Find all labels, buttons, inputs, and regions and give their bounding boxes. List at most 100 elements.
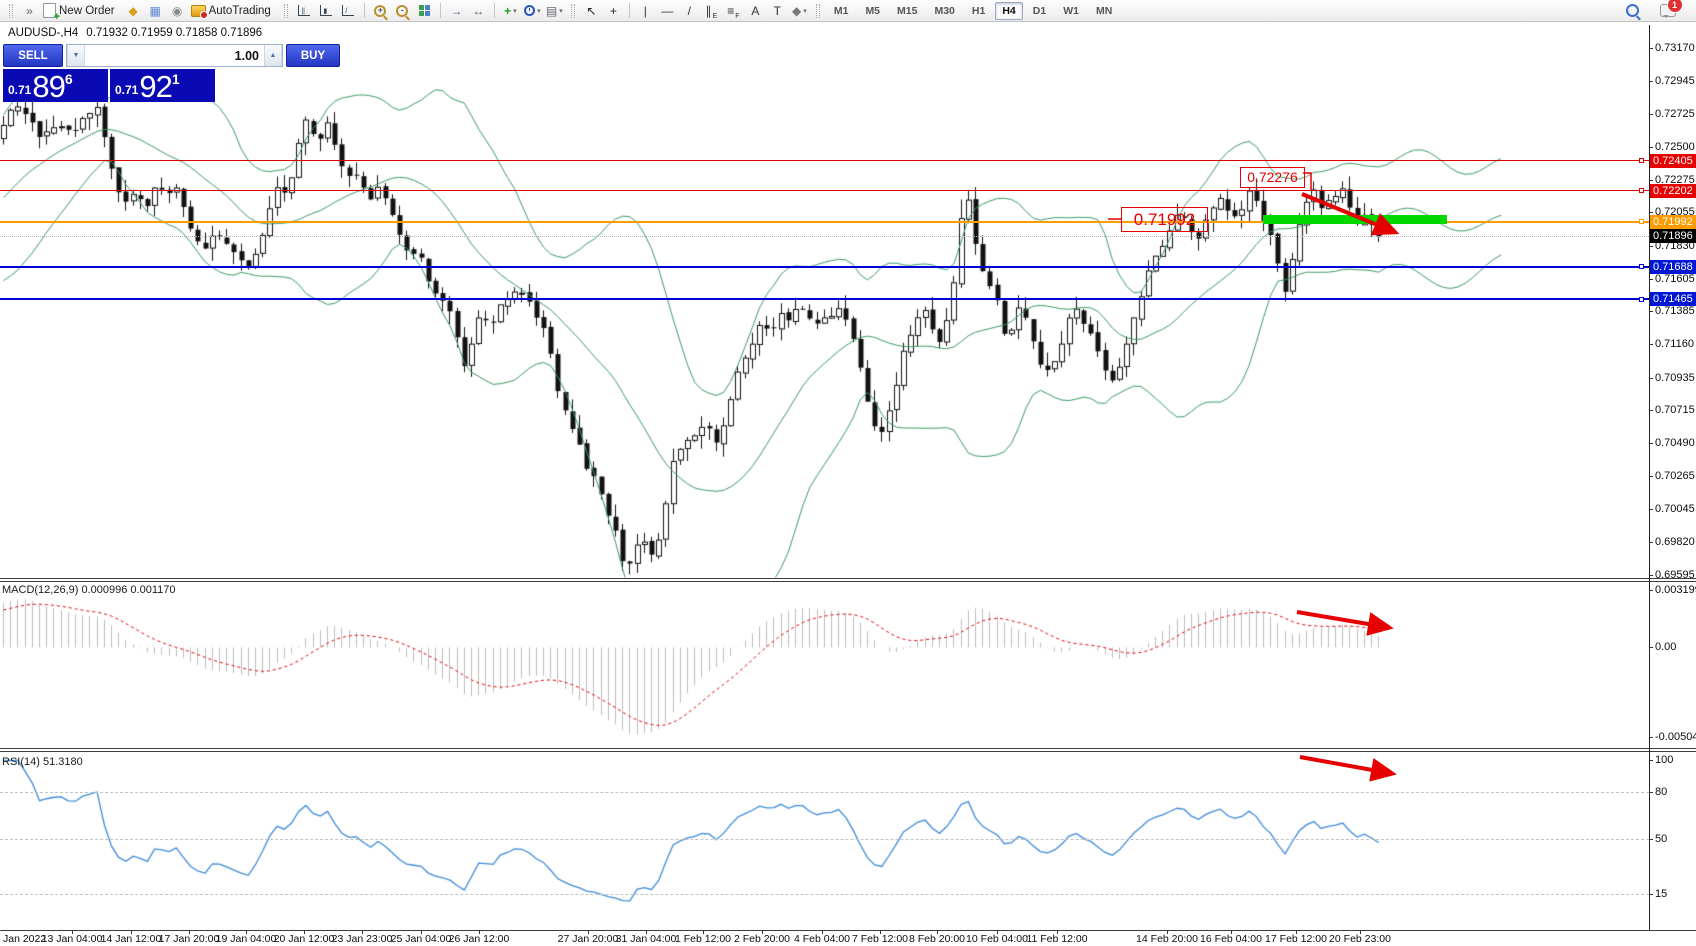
chevron-down-icon: ▾ [513,7,517,15]
volume-stepper: ▼ ▲ [66,44,283,67]
buy-button[interactable]: BUY [286,44,340,67]
buy-price-sup: 1 [171,71,180,87]
chat-button[interactable]: 1 [1657,0,1683,20]
time-tick-mark [479,930,480,934]
panel-separator [0,751,1696,752]
chevron-down-icon: ▾ [537,7,541,15]
candlestick-chart-button[interactable]: ▮ [316,2,337,20]
price-tick-mark [1649,575,1653,577]
rsi-tick-mark [1649,894,1653,896]
text-button[interactable]: A [745,2,766,20]
price-tick-label: 0.71160 [1655,338,1694,351]
timeframe-h4-button[interactable]: H4 [995,1,1023,20]
price-tick-mark [1649,48,1653,49]
search-button[interactable] [1622,2,1643,20]
arrows-button[interactable]: ◆ ▾ [789,2,810,20]
overflow-chevron-icon[interactable]: » [19,2,40,20]
toolbar-separator [493,3,495,18]
timeframe-w1-button[interactable]: W1 [1063,4,1079,17]
icon-subscript: E [712,12,718,20]
volume-decrease-button[interactable]: ▼ [67,45,85,66]
sell-button[interactable]: SELL [3,44,63,67]
trendline-icon: / [687,3,692,18]
horizontal-line-button[interactable]: — [657,2,678,20]
auto-scroll-button[interactable]: → [446,2,467,20]
timeframe-m1-button[interactable]: M1 [833,4,849,17]
signals-icon[interactable]: ◉ [167,2,188,20]
toolbar-grip[interactable] [9,3,13,18]
line-anchor [1639,158,1644,164]
time-tick-label: 11 Feb 12:00 [1026,933,1088,945]
toolbar-grip[interactable] [283,3,288,18]
equidistant-channel-button[interactable]: ∥ E [701,2,722,20]
time-tick-label: 17 Jan 20:00 [158,933,220,945]
macd-tick-mark [1649,736,1653,738]
chart-shift-icon: ↔ [472,3,485,18]
new-order-button[interactable]: New Order [41,2,122,23]
timeframe-m15-button[interactable]: M15 [897,4,918,17]
horizontal-line-object[interactable] [0,265,1649,268]
tile-windows-button[interactable] [414,2,435,20]
templates-button[interactable]: ▤ ▾ [544,2,565,20]
toolbar-grip[interactable] [815,3,820,18]
toolbar-right-group: 1 [1622,0,1692,20]
price-tick-mark [1649,542,1653,544]
price-tick-mark [1649,245,1653,247]
autotrading-button[interactable]: AutoTrading [189,2,278,20]
price-badge: 0.72405 [1650,153,1696,168]
timeframe-m5-button[interactable]: M5 [865,4,881,17]
price-tick-label: 0.69820 [1655,536,1695,549]
chart-shift-button[interactable]: ↔ [468,2,489,20]
volume-input[interactable] [85,45,264,66]
crosshair-button[interactable]: + [603,2,624,20]
fibonacci-icon: ≡ [727,3,735,18]
market-watch-icon[interactable]: ▦ [145,2,166,20]
vertical-line-button[interactable]: | [635,2,656,20]
text-label-button[interactable]: T [767,2,788,20]
clock-icon [524,5,536,16]
price-badge: 0.72202 [1650,183,1696,198]
volume-increase-button[interactable]: ▲ [264,45,282,66]
sell-price[interactable]: 0.71 89 6 [3,69,108,102]
price-tick-label: 0.72500 [1655,140,1695,153]
time-tick-mark [1057,930,1058,934]
zoom-out-button[interactable]: - [392,2,413,20]
horizontal-line-object[interactable] [0,160,1649,162]
time-tick-label: 27 Jan 20:00 [557,933,619,945]
line-chart-button[interactable]: / [338,2,359,20]
indicators-button[interactable]: + ▾ [500,2,521,20]
periods-button[interactable]: ▾ [522,2,543,20]
trendline-button[interactable]: / [679,2,700,20]
gold-widget-icon[interactable]: ◆ [123,2,144,20]
horizontal-line-object[interactable] [0,220,1649,223]
time-tick-mark [246,930,247,934]
text-label-icon: T [773,3,782,18]
cursor-button[interactable]: ↖ [581,2,602,20]
support-highlight-band[interactable] [1263,215,1447,224]
notification-badge: 1 [1666,0,1683,13]
time-tick-label: 7 Feb 12:00 [851,933,909,945]
bar-chart-button[interactable]: || [294,2,315,20]
timeframe-h1-button[interactable]: H1 [971,4,986,17]
time-tick-label: 13 Jan 04:00 [41,933,103,945]
resistance-price-label[interactable]: 0.72276 [1240,167,1305,188]
signals-icon-icon: ◉ [171,3,183,18]
price-tick-label: 0.72275 [1655,174,1695,186]
fibonacci-button[interactable]: ≡ F [723,2,744,20]
new-order-label: New Order [59,4,115,17]
timeframe-d1-button[interactable]: D1 [1032,4,1047,17]
toolbar-grip[interactable] [570,3,575,18]
timeframe-mn-button[interactable]: MN [1095,4,1113,17]
buy-price[interactable]: 0.71 92 1 [110,69,215,102]
rsi-tick-mark [1649,791,1653,793]
timeframe-m30-button[interactable]: M30 [934,4,955,17]
rsi-tick-label: 100 [1655,754,1674,766]
time-tick-mark [421,930,422,934]
support-price-label[interactable]: 0.71992 [1121,207,1208,232]
buy-price-prefix: 0.71 [115,83,139,97]
zoom-in-button[interactable]: + [370,2,391,20]
time-tick-label: 25 Jan 04:00 [390,933,452,945]
horizontal-line-object[interactable] [0,298,1649,301]
horizontal-line-object[interactable] [0,190,1649,192]
